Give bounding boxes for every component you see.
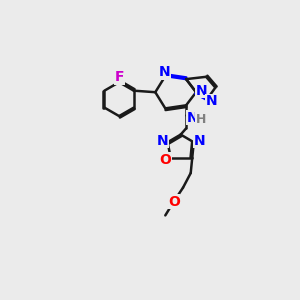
Text: F: F xyxy=(114,70,124,84)
Text: O: O xyxy=(159,153,171,167)
Text: O: O xyxy=(168,195,180,208)
Text: H: H xyxy=(196,113,206,126)
Text: N: N xyxy=(206,94,217,108)
Text: N: N xyxy=(196,84,207,98)
Text: N: N xyxy=(156,134,168,148)
Text: N: N xyxy=(194,134,205,148)
Text: F: F xyxy=(114,70,124,85)
Text: N: N xyxy=(186,111,198,124)
Text: N: N xyxy=(159,65,170,79)
